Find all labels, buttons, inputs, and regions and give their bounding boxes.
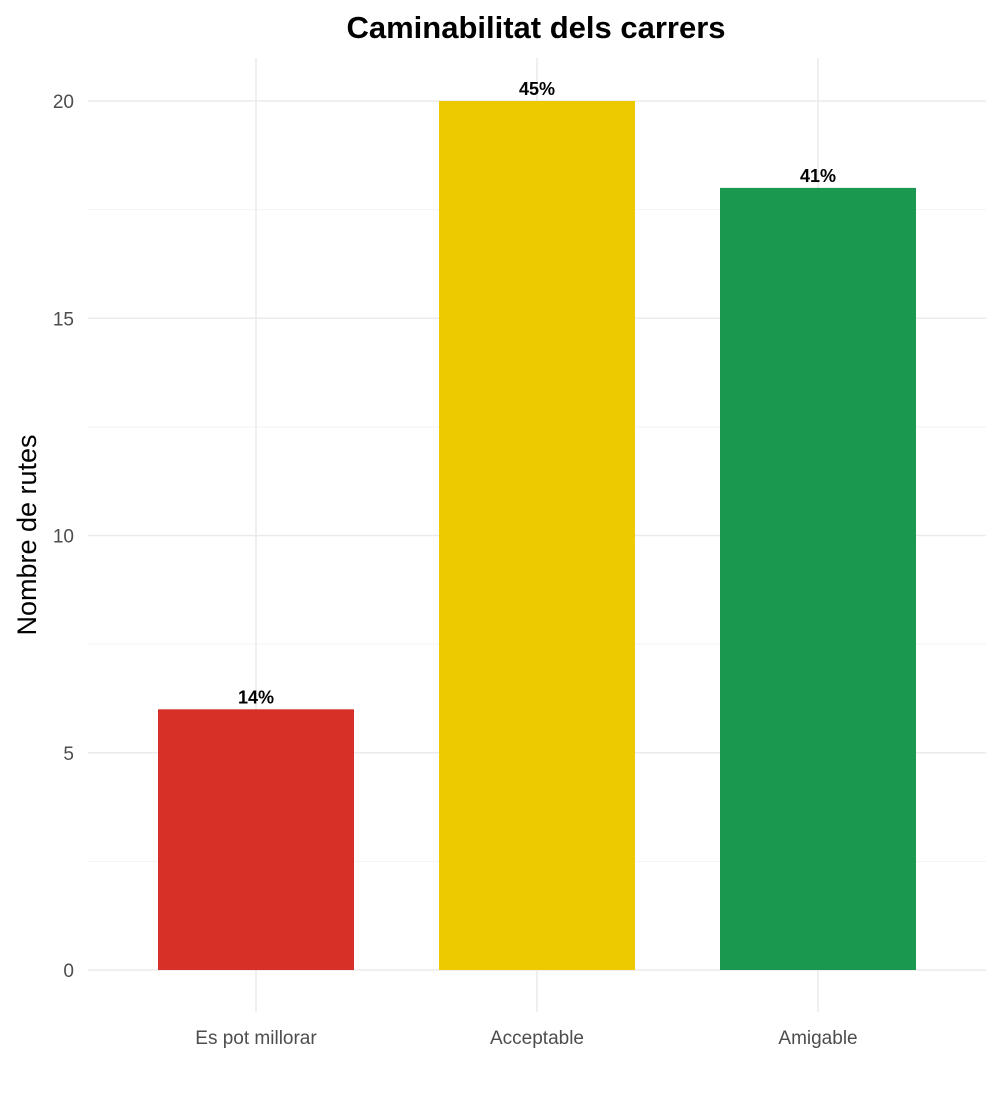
data-labels: 14% 45% 41%	[238, 79, 836, 707]
x-tick-label: Es pot millorar	[195, 1028, 317, 1049]
y-tick-label: 0	[63, 961, 74, 982]
x-tick-label: Acceptable	[490, 1028, 584, 1049]
y-axis-ticks: 0 5 10 15 20	[53, 92, 74, 982]
bar	[720, 187, 916, 970]
y-axis-label: Nombre de rutes	[12, 434, 42, 635]
bar-data-label: 14%	[238, 687, 274, 707]
y-tick-label: 20	[53, 92, 74, 113]
bar-data-label: 41%	[800, 166, 836, 186]
bar	[158, 709, 354, 970]
bars	[158, 101, 916, 970]
chart-title: Caminabilitat dels carrers	[346, 10, 725, 45]
y-tick-label: 15	[53, 309, 74, 330]
x-axis-ticks: Es pot millorar Acceptable Amigable	[195, 1028, 857, 1049]
bar-data-label: 45%	[519, 79, 555, 99]
bar	[439, 101, 635, 970]
x-tick-label: Amigable	[778, 1028, 857, 1049]
y-tick-label: 5	[63, 744, 74, 765]
y-tick-label: 10	[53, 527, 74, 548]
